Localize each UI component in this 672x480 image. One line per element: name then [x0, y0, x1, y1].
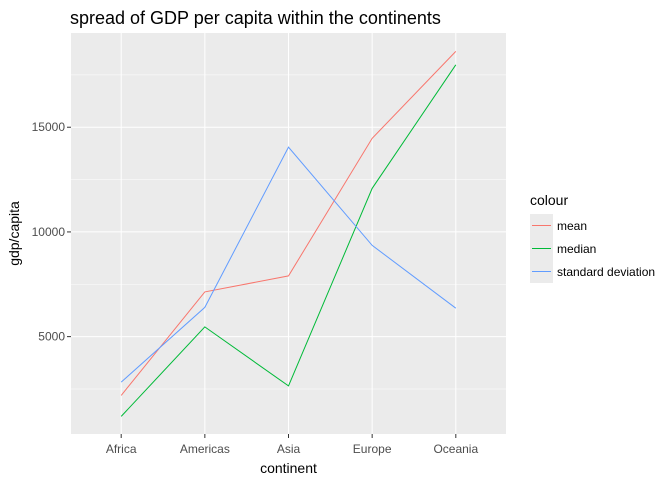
x-axis-ticks: Africa Americas Asia Europe Oceania: [106, 434, 478, 456]
legend-label: mean: [557, 219, 587, 233]
x-tick-label: Africa: [106, 442, 137, 456]
x-tick-label: Oceania: [433, 442, 478, 456]
y-axis-ticks: 5000 10000 15000: [32, 120, 71, 344]
y-tick-label: 15000: [32, 120, 66, 134]
x-tick-label: Asia: [277, 442, 301, 456]
y-tick-label: 5000: [38, 330, 65, 344]
series-line-median: [120, 64, 457, 417]
x-axis-title: continent: [260, 460, 317, 476]
y-tick-label: 10000: [32, 225, 66, 239]
x-tick-label: Americas: [180, 442, 230, 456]
series-lines: [120, 51, 457, 417]
legend-title: colour: [530, 192, 568, 208]
legend-items: mean median standard deviation: [530, 214, 655, 283]
y-axis-title: gdp/capita: [6, 201, 22, 266]
legend-label: median: [557, 242, 596, 256]
legend: colour mean median standard deviation: [530, 192, 655, 283]
x-tick-label: Europe: [353, 442, 392, 456]
series-line-mean: [120, 51, 457, 396]
chart-title: spread of GDP per capita within the cont…: [70, 8, 441, 28]
series-line-standard-deviation: [120, 146, 457, 383]
major-gridlines: [71, 33, 506, 434]
legend-label: standard deviation: [557, 265, 655, 279]
